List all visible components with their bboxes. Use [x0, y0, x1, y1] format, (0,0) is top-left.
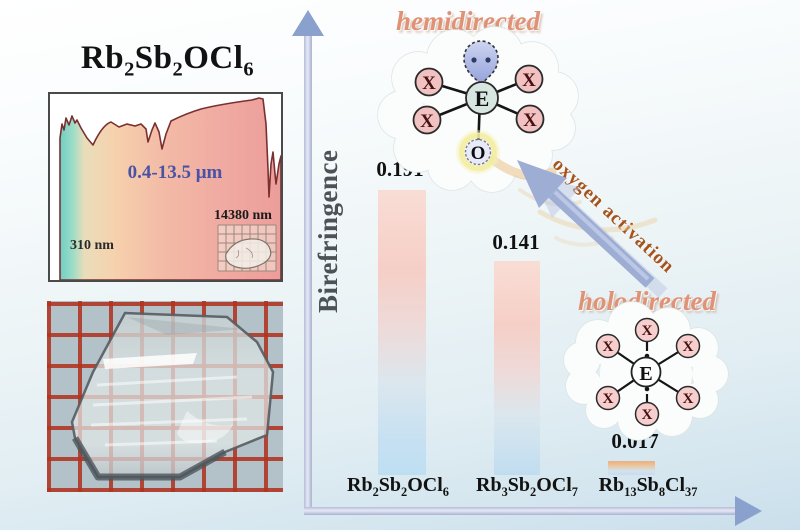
holodirected-molecule: X X X X X X E — [595, 317, 701, 427]
ligand-x-label: X — [522, 70, 536, 91]
ligand-x-label: X — [642, 323, 653, 339]
bar-value-3: 0.017 — [611, 429, 659, 453]
bar-value-1: 0.191 — [376, 157, 424, 181]
bar-value-2: 0.141 — [492, 230, 540, 254]
ligand-x-label: X — [523, 110, 537, 131]
ligand-x-label: X — [603, 391, 614, 407]
bar-rb13sb8cl37 — [608, 461, 655, 475]
ligand-x-label: X — [422, 73, 436, 94]
x-axis — [304, 496, 762, 526]
center-atom — [465, 81, 499, 115]
transparency-range-label: 0.4-13.5 μm — [127, 162, 223, 183]
oxygen-atom — [464, 138, 492, 166]
ligand-x-label: X — [420, 111, 434, 132]
transmission-spectrum-plot — [59, 97, 281, 280]
ligand-x-label: X — [683, 339, 694, 355]
oxygen-atom-label: O — [471, 143, 486, 164]
center-atom — [630, 356, 662, 388]
crystal-photo — [47, 301, 283, 492]
lone-pair — [463, 40, 499, 86]
center-atom-label: E — [475, 86, 490, 111]
x-category-3: Rb13Sb8Cl37 — [598, 474, 698, 499]
ligand-x-label: X — [603, 339, 614, 355]
uv-cutoff-label: 310 nm — [70, 238, 114, 253]
oxygen-glow — [458, 132, 498, 172]
center-atom-label: E — [639, 363, 652, 385]
bar-rb2sb2ocl6 — [378, 190, 426, 475]
crystal-shape — [70, 311, 275, 481]
x-category-2: Rb3Sb2OCl7 — [476, 474, 578, 499]
ligand-atoms: X X X X — [412, 64, 545, 135]
crystal-sketch-inset — [217, 224, 277, 272]
x-category-1: Rb2Sb2OCl6 — [347, 474, 449, 499]
hemidirected-label: hemidirected — [396, 6, 540, 36]
ligand-x-label: X — [683, 391, 694, 407]
bar-rb3sb2ocl7 — [494, 261, 540, 475]
compound-title: Rb2Sb2OCl6 — [80, 40, 255, 81]
hemidirected-molecule: X X X X E O — [412, 40, 545, 174]
oxygen-activation-label: oxygen activation — [548, 153, 679, 278]
y-axis-label: Birefringence — [313, 149, 343, 313]
holodirected-label: holodirected — [578, 286, 716, 316]
ir-cutoff-label: 14380 nm — [214, 208, 272, 223]
holodirected-cloud — [563, 301, 729, 441]
transmission-spectrum-panel: 0.4-13.5 μm 310 nm 14380 nm — [48, 92, 283, 282]
ligand-x-label: X — [642, 407, 653, 423]
